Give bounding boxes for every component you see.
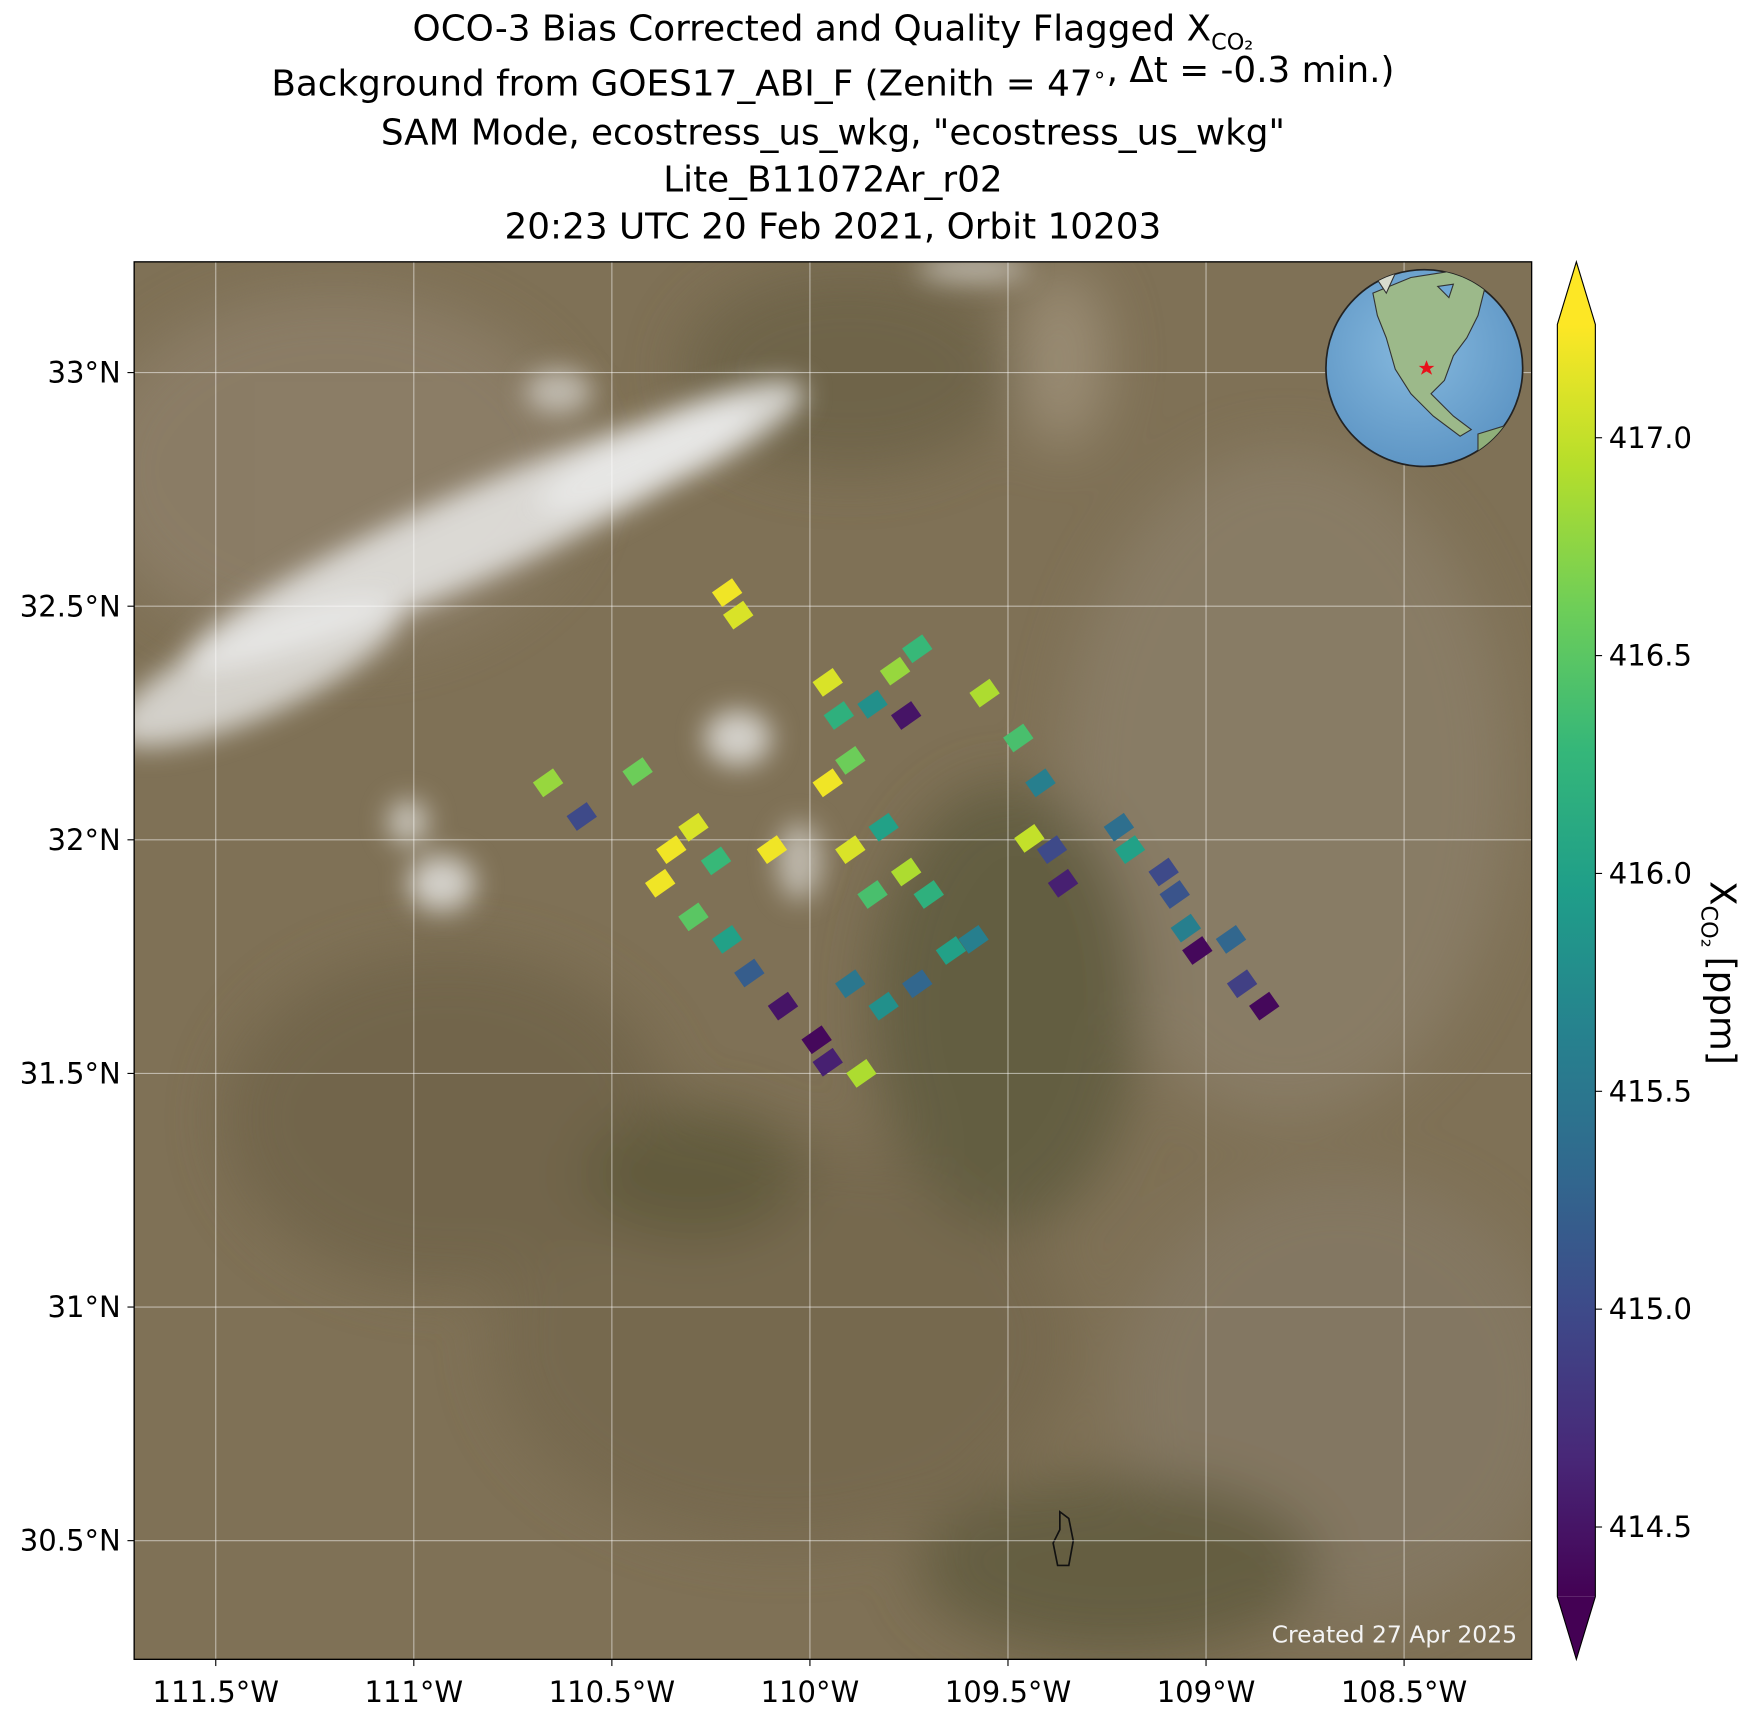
sounding [969,678,1000,708]
sounding [1170,913,1202,943]
sounding [1182,936,1213,965]
y-tick-label: 31.5°N [20,1056,121,1090]
y-tick-label: 33°N [48,356,121,390]
sounding [913,880,944,909]
sounding [1025,768,1056,798]
sounding [801,1025,832,1055]
sounding [1036,835,1068,865]
sounding [678,812,709,842]
colorbar-label-subscript: CO₂ [1696,906,1722,948]
sounding [902,634,933,664]
y-tick-label: 31°N [48,1290,121,1324]
sounding [1159,880,1190,909]
sounding [857,880,888,909]
x-tick-label: 110.5°W [549,1675,675,1709]
sounding [756,835,788,865]
soundings [532,578,1280,1088]
x-tick-label: 108.5°W [1341,1675,1467,1709]
sounding [890,701,922,730]
colorbar-tick-label: 417.0 [1609,421,1692,455]
sounding [1249,991,1280,1021]
sounding [622,757,653,786]
sounding [902,969,933,999]
sounding [678,902,709,932]
x-tick-label: 111°W [364,1675,463,1709]
annotation: Created 27 Apr 2025 [1272,1621,1517,1649]
sounding [1003,723,1034,753]
colorbar-extend-min [1557,1596,1596,1660]
y-tick-label: 32°N [48,823,121,857]
sounding [711,578,743,608]
colorbar-outline [1556,259,1596,1662]
x-tick-label: 111.5°W [153,1675,279,1709]
title-text: OCO-3 Bias Corrected and Quality Flagged… [413,8,1212,49]
sounding [1047,868,1079,898]
sounding [1148,857,1179,887]
background-imagery [134,261,1532,1660]
sounding [1226,969,1258,999]
sounding [857,689,888,719]
sounding [812,768,843,798]
grid [134,261,1532,1660]
x-tick-label: 110°W [761,1675,860,1709]
sounding [846,1059,877,1088]
sounding [532,768,564,798]
sounding [734,958,765,988]
title-line: 20:23 UTC 20 Feb 2021, Orbit 10203 [505,206,1162,247]
sounding [812,667,843,697]
sounding [835,746,866,775]
sounding [700,846,732,876]
sounding [1114,835,1146,865]
colorbar-tick-label: 415.5 [1609,1074,1692,1108]
colorbar-label-text: X [1702,881,1743,906]
sounding [868,991,899,1021]
title-line: SAM Mode, ecostress_us_wkg, "ecostress_u… [381,112,1285,153]
sounding [1215,924,1247,954]
sounding [812,1047,843,1077]
title-line: OCO-3 Bias Corrected and Quality Flagged… [413,8,1254,55]
colorbar-tick-label: 416.0 [1609,857,1692,891]
colorbar-extend-max [1557,261,1596,325]
colorbar-label-unit: [ppm] [1702,957,1743,1065]
sounding [958,924,989,954]
sounding [711,924,743,954]
colorbar-label: XCO₂ [ppm] [1696,881,1743,1065]
y-tick-label: 32.5°N [20,589,121,623]
map-frame [133,261,1533,1661]
sounding [723,600,754,630]
sounding [935,936,967,965]
sounding [566,802,597,831]
sounding [644,868,676,898]
sounding [1103,812,1135,842]
colorbar-tick-label: 416.5 [1609,639,1692,673]
y-tick-label: 30.5°N [20,1524,121,1558]
sounding [835,969,866,999]
x-tick-label: 109°W [1157,1675,1256,1709]
sounding [767,991,799,1021]
sounding [879,656,911,686]
colorbar-tick-label: 414.5 [1609,1510,1692,1544]
sounding [1014,824,1045,853]
title-subscript: CO₂ [1211,29,1253,55]
colorbar-gradient [1557,324,1596,1597]
colorbar: 414.5 415.0 415.5 416.0 416.5 417.0 [1556,259,1692,1662]
title-line: Background from GOES17_ABI_F (Zenith = 4… [271,50,1394,104]
colorbar-tick-label: 415.0 [1609,1292,1692,1326]
sounding [890,857,922,887]
sounding [823,701,855,730]
title-line: Lite_B11072Ar_r02 [663,159,1002,200]
x-tick-label: 109.5°W [945,1675,1071,1709]
sounding [835,835,866,865]
sounding [868,812,899,842]
sounding [656,835,687,865]
